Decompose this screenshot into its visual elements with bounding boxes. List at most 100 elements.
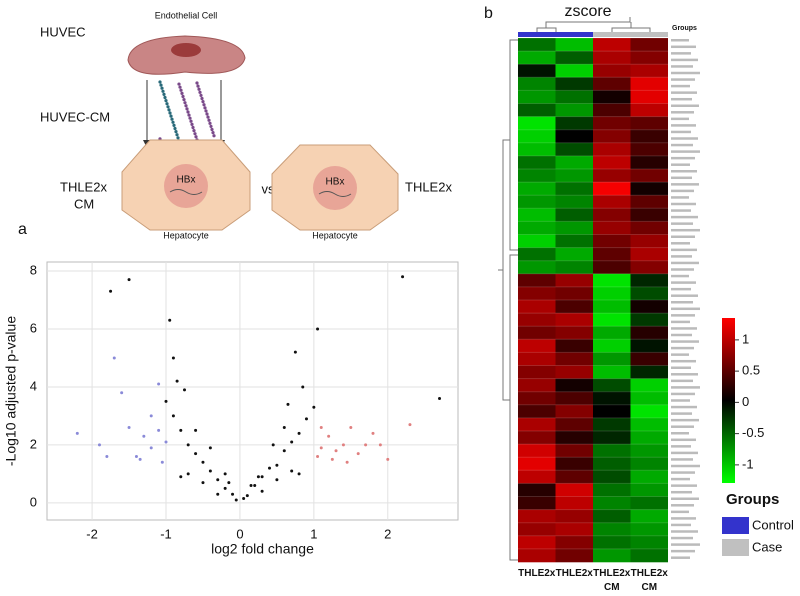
point xyxy=(216,492,220,496)
point xyxy=(301,385,305,389)
y-tick-label: 6 xyxy=(30,320,37,335)
heatmap-cell xyxy=(555,483,593,497)
heatmap-cell xyxy=(518,260,556,275)
row-label xyxy=(671,451,698,455)
heatmap-cell xyxy=(555,509,593,523)
point xyxy=(356,452,360,456)
row-label xyxy=(671,464,700,468)
heatmap-cell xyxy=(555,273,593,288)
heatmap-cell xyxy=(555,378,593,392)
point xyxy=(105,455,109,459)
point xyxy=(256,475,260,479)
point xyxy=(438,397,442,401)
vesicle xyxy=(189,119,193,123)
point xyxy=(316,455,320,459)
row-label xyxy=(671,124,696,127)
vesicle xyxy=(175,133,179,137)
row-label xyxy=(671,333,692,337)
heatmap-cell xyxy=(630,313,668,327)
vesicle xyxy=(181,94,185,99)
heatmap-cell xyxy=(555,457,593,471)
row-label xyxy=(671,242,690,245)
label: THLE2x xyxy=(60,179,107,194)
row-label xyxy=(671,536,693,540)
point xyxy=(208,469,212,473)
vesicle xyxy=(164,99,168,103)
vesicle xyxy=(165,102,169,106)
heatmap-cell xyxy=(630,169,668,183)
heatmap-cell xyxy=(593,51,631,65)
row-label xyxy=(671,209,691,212)
row-label xyxy=(671,196,689,199)
heatmap-cell xyxy=(593,470,631,484)
vesicle xyxy=(210,127,214,132)
row-label xyxy=(671,117,689,121)
row-label xyxy=(671,301,693,304)
point xyxy=(297,431,301,435)
heatmap-cell xyxy=(593,208,631,222)
group-bar xyxy=(593,32,631,37)
heatmap-cell xyxy=(555,234,593,248)
label: CM xyxy=(74,196,94,211)
row-label xyxy=(671,255,692,258)
heatmap-cell xyxy=(593,116,631,130)
vesicle xyxy=(184,104,188,108)
row-label xyxy=(671,405,697,409)
vesicle xyxy=(172,123,176,127)
colorbar-label: 0.5 xyxy=(742,363,760,378)
group-bar xyxy=(518,32,556,37)
row-label xyxy=(671,39,689,42)
y-tick-label: 4 xyxy=(30,378,37,393)
row-label xyxy=(671,373,698,376)
row-label xyxy=(671,261,699,265)
heatmap-cell xyxy=(555,352,593,366)
vesicle xyxy=(209,124,213,129)
heatmap-cell xyxy=(630,103,668,117)
point xyxy=(120,391,124,395)
heatmap-cell xyxy=(555,116,593,130)
heatmap-cell xyxy=(593,365,631,379)
point xyxy=(378,443,382,447)
point xyxy=(245,494,249,498)
heatmap-cell xyxy=(630,378,668,392)
heatmap-cell xyxy=(518,182,556,196)
heatmap-cell xyxy=(518,365,556,379)
heatmap-cell xyxy=(555,221,593,235)
row-label xyxy=(671,418,699,422)
heatmap-cell xyxy=(593,391,631,406)
row-label xyxy=(671,445,691,448)
point xyxy=(127,278,131,282)
colorbar xyxy=(722,318,735,483)
vesicle xyxy=(179,88,183,92)
heatmap-cell xyxy=(593,77,631,91)
row-label xyxy=(671,143,693,147)
point xyxy=(175,379,179,383)
vesicle xyxy=(177,82,181,86)
column-label: THLE2x CM xyxy=(631,568,669,593)
point xyxy=(341,443,345,447)
colorbar-label: 1 xyxy=(742,331,749,346)
point xyxy=(182,388,186,392)
heatmap-cell xyxy=(593,483,631,497)
heatmap-cell xyxy=(555,247,593,261)
point xyxy=(242,497,246,501)
row-label xyxy=(671,543,700,546)
row-label xyxy=(671,111,694,114)
row-label xyxy=(671,523,691,527)
heatmap-cell xyxy=(518,273,556,288)
vesicle xyxy=(198,90,202,94)
point xyxy=(186,472,190,476)
point xyxy=(186,443,190,447)
heatmap-cell xyxy=(593,90,631,104)
heatmap-cell xyxy=(518,548,556,563)
row-label xyxy=(671,392,695,396)
heatmap-cell xyxy=(593,548,631,563)
vesicle xyxy=(199,93,203,98)
vesicle xyxy=(194,135,198,139)
vesicle xyxy=(183,101,187,105)
point xyxy=(275,478,279,482)
vesicle xyxy=(203,106,207,110)
label: HUVEC xyxy=(40,24,86,39)
point xyxy=(253,484,257,488)
